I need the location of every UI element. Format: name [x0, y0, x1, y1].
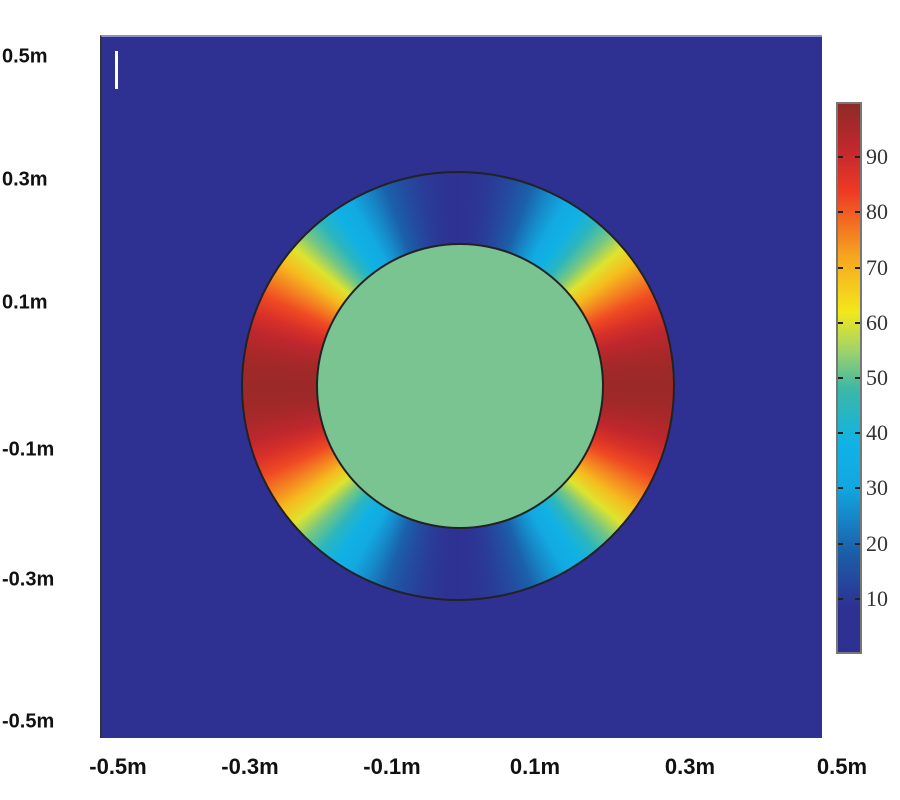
- colorbar-tick: [838, 542, 860, 545]
- x-tick-label: 0.3m: [664, 754, 716, 779]
- x-tick-label: -0.1m: [363, 754, 421, 779]
- y-tick-label: 0.3m: [2, 168, 48, 191]
- colorbar-tick-label: 60: [866, 309, 888, 335]
- colorbar-tick-label: 10: [866, 585, 888, 611]
- colorbar-tick-label: 40: [866, 420, 888, 446]
- colorbar-tick: [838, 266, 860, 269]
- colorbar-tick-label: 70: [866, 254, 888, 280]
- colorbar-tick: [838, 597, 860, 600]
- colorbar-tick-label: 90: [866, 144, 888, 170]
- colorbar-tick: [838, 432, 860, 435]
- y-tick-label: 0.5m: [2, 45, 48, 68]
- colorbar-tick: [838, 321, 860, 324]
- colorbar-tick: [838, 211, 860, 214]
- colorbar-tick: [838, 487, 860, 490]
- y-tick-label: -0.3m: [2, 568, 55, 591]
- colorbar-tick-label: 30: [866, 475, 888, 501]
- x-tick-label: -0.3m: [221, 754, 279, 779]
- x-tick-label: 0.5m: [816, 754, 868, 779]
- inner-disk-region: [316, 243, 604, 529]
- x-tick-label: 0.1m: [509, 754, 561, 779]
- colorbar-tick: [838, 156, 860, 159]
- cursor-marker: [115, 51, 118, 89]
- colorbar-tick-label: 80: [866, 199, 888, 225]
- colorbar-tick-label: 50: [866, 365, 888, 390]
- colorbar-tick: [838, 377, 860, 379]
- y-tick-label: 0.1m: [2, 291, 48, 314]
- colorbar-tick-label: 20: [866, 530, 888, 556]
- y-tick-label: -0.1m: [2, 438, 55, 461]
- y-tick-label: -0.5m: [2, 710, 55, 733]
- heatmap-plot-area: [100, 35, 822, 738]
- x-tick-label: -0.5m: [89, 754, 147, 779]
